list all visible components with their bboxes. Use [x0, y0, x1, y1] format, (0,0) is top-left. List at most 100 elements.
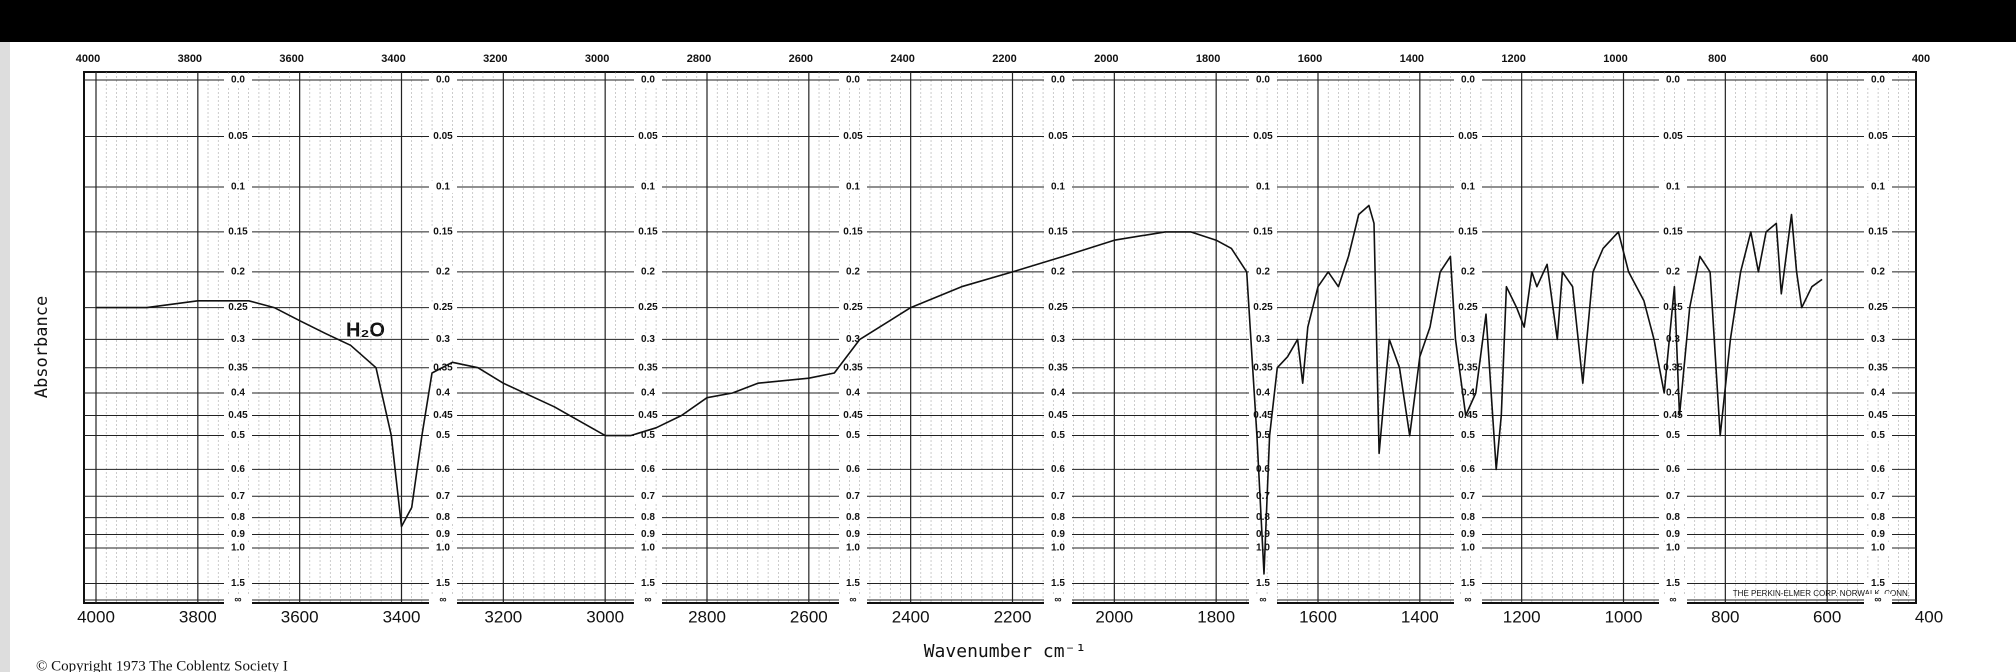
label-bg: [224, 542, 252, 554]
label-bg: [1659, 594, 1687, 606]
label-bg: [224, 429, 252, 442]
y-tick-label: 1.5: [1461, 578, 1475, 589]
label-bg: [634, 542, 662, 554]
y-tick-label: 0.4: [846, 388, 860, 399]
label-bg: [1044, 333, 1072, 346]
label-bg: [224, 180, 252, 193]
label-bg: [634, 361, 662, 374]
label-bg: [839, 301, 867, 314]
y-tick-label: 0.9: [231, 529, 245, 540]
y-tick-label: 0.05: [1048, 131, 1068, 142]
label-bg: [224, 333, 252, 346]
y-tick-label: 0.4: [1666, 388, 1680, 399]
y-tick-label: 1.0: [846, 543, 860, 554]
label-bg: [429, 528, 457, 541]
y-tick-label: 1.5: [1051, 578, 1065, 589]
label-bg: [429, 490, 457, 503]
label-bg: [429, 511, 457, 524]
label-bg: [1249, 386, 1277, 399]
label-bg: [1044, 577, 1072, 590]
label-bg: [634, 409, 662, 422]
label-bg: [1864, 301, 1892, 314]
y-tick-label: 0.05: [1253, 131, 1273, 142]
label-bg: [634, 74, 662, 86]
y-tick-label: 0.8: [436, 512, 450, 523]
y-tick-label: 0.5: [846, 430, 860, 441]
y-tick-label: 0.2: [1051, 267, 1065, 278]
label-bg: [1044, 490, 1072, 503]
y-tick-label: 0.5: [1666, 430, 1680, 441]
x-tick-label: 1600: [1299, 607, 1337, 626]
x-tick-label: 4000: [77, 607, 115, 626]
x-tick-label: 1200: [1503, 607, 1541, 626]
y-tick-label: 0.7: [436, 491, 450, 502]
y-tick-label: 0.7: [231, 491, 245, 502]
y-tick-label: 0.25: [843, 302, 863, 313]
y-tick-label: 0.4: [1461, 388, 1475, 399]
y-tick-label: 0.6: [1871, 464, 1885, 475]
x-tick-label: 800: [1711, 607, 1739, 626]
y-tick-label: 0.35: [1663, 362, 1683, 373]
top-tick-label: 600: [1810, 53, 1828, 65]
label-bg: [1044, 180, 1072, 193]
y-tick-label: 0.2: [231, 267, 245, 278]
y-tick-label: 0.5: [1461, 430, 1475, 441]
label-bg: [839, 577, 867, 590]
label-bg: [1249, 577, 1277, 590]
annotation: H₂O: [346, 319, 385, 341]
y-tick-label: 0.1: [641, 182, 655, 193]
label-bg: [224, 528, 252, 541]
label-bg: [839, 429, 867, 442]
label-bg: [1864, 265, 1892, 278]
y-tick-label: 0.7: [641, 491, 655, 502]
label-bg: [1454, 409, 1482, 422]
label-bg: [1454, 265, 1482, 278]
y-tick-label: 1.5: [1871, 578, 1885, 589]
y-tick-label: 0.45: [433, 410, 453, 421]
label-bg: [1659, 74, 1687, 86]
label-bg: [839, 528, 867, 541]
label-bg: [839, 386, 867, 399]
label-bg: [1454, 542, 1482, 554]
label-bg: [1249, 225, 1277, 238]
y-tick-label: 0.8: [231, 512, 245, 523]
y-tick-label: 0.35: [638, 362, 658, 373]
y-tick-label: 0.35: [1253, 362, 1273, 373]
label-bg: [1454, 490, 1482, 503]
x-tick-label: 2000: [1095, 607, 1133, 626]
label-bg: [1454, 361, 1482, 374]
y-tick-label: 0.4: [641, 388, 655, 399]
y-tick-label: 0.5: [641, 430, 655, 441]
label-bg: [634, 577, 662, 590]
y-tick-label: 0.0: [1256, 75, 1270, 86]
label-bg: [224, 463, 252, 476]
label-bg: [1454, 528, 1482, 541]
label-bg: [1044, 361, 1072, 374]
y-tick-label: 0.1: [231, 182, 245, 193]
top-tick-label: 2400: [890, 53, 914, 65]
y-tick-label: 0.5: [1051, 430, 1065, 441]
label-bg: [1249, 490, 1277, 503]
y-tick-label: 0.2: [1871, 267, 1885, 278]
y-tick-label: 0.0: [1461, 75, 1475, 86]
y-tick-label: 0.3: [231, 334, 245, 345]
x-tick-label: 3600: [281, 607, 319, 626]
y-tick-label: 0.35: [1458, 362, 1478, 373]
label-bg: [1659, 265, 1687, 278]
y-tick-label: 0.2: [1461, 267, 1475, 278]
label-bg: [839, 180, 867, 193]
label-bg: [1864, 180, 1892, 193]
label-bg: [1864, 577, 1892, 590]
y-tick-label: 0.25: [1458, 302, 1478, 313]
label-bg: [1044, 511, 1072, 524]
label-bg: [224, 225, 252, 238]
label-bg: [1864, 429, 1892, 442]
label-bg: [429, 74, 457, 86]
label-bg: [429, 386, 457, 399]
label-bg: [429, 577, 457, 590]
y-tick-label: 0.1: [1871, 182, 1885, 193]
y-tick-label: 0.1: [1666, 182, 1680, 193]
y-tick-label: 1.5: [1666, 578, 1680, 589]
top-tick-label: 400: [1912, 53, 1930, 65]
y-tick-label: 0.1: [436, 182, 450, 193]
